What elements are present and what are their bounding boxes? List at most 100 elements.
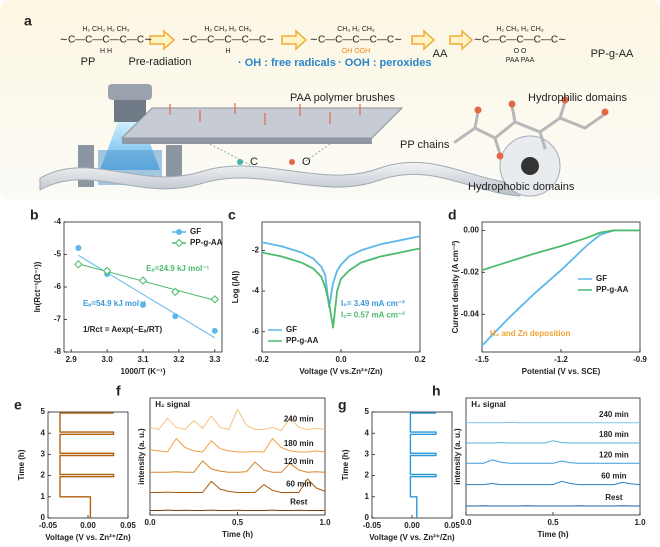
x-tick-label: 0.0 [144, 518, 156, 527]
panel-label: d [448, 207, 457, 223]
x-axis-label: Voltage (V vs. Zn²⁺/Zn) [369, 533, 455, 542]
x-tick-label: 3.1 [137, 355, 149, 364]
annotation: I₀= 3.49 mA cm⁻² [341, 299, 405, 308]
data-point [75, 245, 82, 251]
structure-chain: ∼C—C—C—C—C∼ [182, 35, 275, 46]
structure-chain: ∼C—C—C—C—C∼ [474, 35, 567, 46]
x-tick-label: 1.0 [319, 518, 331, 527]
x-tick-label: 3.2 [173, 355, 185, 364]
film-roll-core [521, 157, 539, 175]
structure-top: H₂ CH₃ H₂ CH₃ [496, 26, 543, 33]
y-axis-label: Current density (A cm⁻²) [451, 240, 460, 333]
data-point [74, 260, 83, 269]
data-line [261, 247, 421, 329]
data-line [150, 478, 326, 493]
y-tick-label: 1 [365, 492, 370, 501]
legend-label: PP-g-AA [286, 336, 319, 345]
data-line [150, 460, 326, 473]
label: AA [433, 48, 448, 60]
panel-label: e [14, 397, 22, 413]
label: PAA polymer brushes [290, 92, 395, 104]
annotation: 1/Rct = Aexp(−Eₐ/RT) [83, 325, 163, 334]
molecule [453, 100, 607, 156]
data-point [211, 327, 218, 334]
label: Pre-radiation [129, 56, 192, 68]
annotation: Eₐ=54.9 kJ mol⁻¹ [83, 299, 146, 308]
label: PP-g-AA [591, 48, 634, 60]
label: · OOH : peroxides [338, 57, 432, 69]
data-line [261, 235, 421, 309]
annotation: I₀= 0.57 mA cm⁻² [341, 311, 405, 320]
x-tick-label: 0.0 [460, 518, 472, 527]
y-tick-label: -2 [252, 246, 260, 255]
y-tick-label: 2 [365, 471, 370, 480]
series-label: 120 min [599, 450, 629, 459]
series-label: Rest [290, 497, 308, 506]
x-tick-label: 0.5 [232, 518, 244, 527]
x-axis-label: Voltage (V vs.Zn²⁺/Zn) [299, 367, 383, 376]
x-axis-label: Potential (V vs. SCE) [522, 367, 601, 376]
y-tick-label: 3 [41, 450, 46, 459]
legend-label: GF [596, 274, 607, 283]
panel-label: c [228, 207, 236, 223]
y-tick-label: 4 [365, 428, 370, 437]
data-line [149, 408, 326, 432]
data-point [138, 276, 148, 285]
structure-bottom: H [225, 48, 230, 55]
x-tick-label: -1.2 [554, 355, 568, 364]
legend-marker [174, 238, 184, 248]
y-tick-label: -5 [54, 250, 62, 259]
y-tick-label: -7 [54, 315, 62, 324]
x-axis-label: Voltage (V vs. Zn²⁺/Zn) [45, 533, 131, 542]
label: · OH : free radicals [238, 57, 336, 69]
y-tick-label: 2 [41, 471, 46, 480]
molecule-oxygens [474, 96, 609, 160]
x-tick-label: 0.00 [80, 521, 96, 530]
data-point [102, 266, 112, 275]
y-tick-label: 5 [41, 407, 46, 416]
panel-label: b [30, 207, 39, 223]
fit-line [78, 254, 216, 339]
y-tick-label: 5 [365, 407, 370, 416]
series-label: Rest [605, 493, 623, 502]
panel-label: h [432, 383, 441, 399]
structure-chain: ∼C—C—C—C—C∼ [60, 35, 153, 46]
series-label: 240 min [599, 410, 629, 419]
x-axis-label: Time (h) [222, 530, 253, 539]
x-tick-label: -1.5 [475, 355, 489, 364]
y-tick-label: 0 [365, 513, 370, 522]
fit-line [78, 263, 215, 301]
x-tick-label: 0.0 [335, 355, 347, 364]
structure-bottom: O O [514, 48, 527, 55]
data-point [171, 287, 180, 297]
y-tick-label: 0.00 [463, 225, 479, 234]
x-tick-label: 0.05 [444, 521, 460, 530]
y-tick-label: 0 [41, 513, 46, 522]
y-axis-label: ln(Rct⁻¹(Ω⁻¹)) [33, 261, 42, 312]
series-label: 120 min [284, 457, 314, 466]
x-tick-label: 1.0 [634, 518, 646, 527]
structure-top: H₂ CH₃ H₂ CH₃ [82, 26, 129, 33]
annotation: H₂ and Zn deposition [490, 329, 571, 338]
legend-label: GF [286, 325, 297, 334]
y-tick-label: -8 [54, 347, 62, 356]
y-axis-label: intensity (a. u.) [453, 428, 462, 485]
series-label: 180 min [599, 430, 629, 439]
data-line [466, 459, 640, 464]
x-tick-label: -0.9 [633, 355, 647, 364]
legend-label: PP-g-AA [596, 285, 629, 294]
legend-label: PP-g-AA [190, 238, 223, 247]
annotation: H₂ signal [155, 400, 190, 409]
x-tick-label: -0.05 [363, 521, 382, 530]
label: C [250, 156, 258, 168]
data-line [59, 412, 115, 518]
y-tick-label: -0.04 [461, 309, 480, 318]
y-axis-label: Time (h) [17, 449, 26, 480]
legend-marker [176, 229, 182, 235]
data-point [140, 301, 146, 308]
y-tick-label: -4 [252, 286, 260, 295]
x-tick-label: 3.0 [102, 355, 114, 364]
panel-label: a [24, 13, 32, 29]
label: Hydrophobic domains [468, 181, 575, 193]
y-axis-label: Log (|A|) [231, 270, 240, 303]
